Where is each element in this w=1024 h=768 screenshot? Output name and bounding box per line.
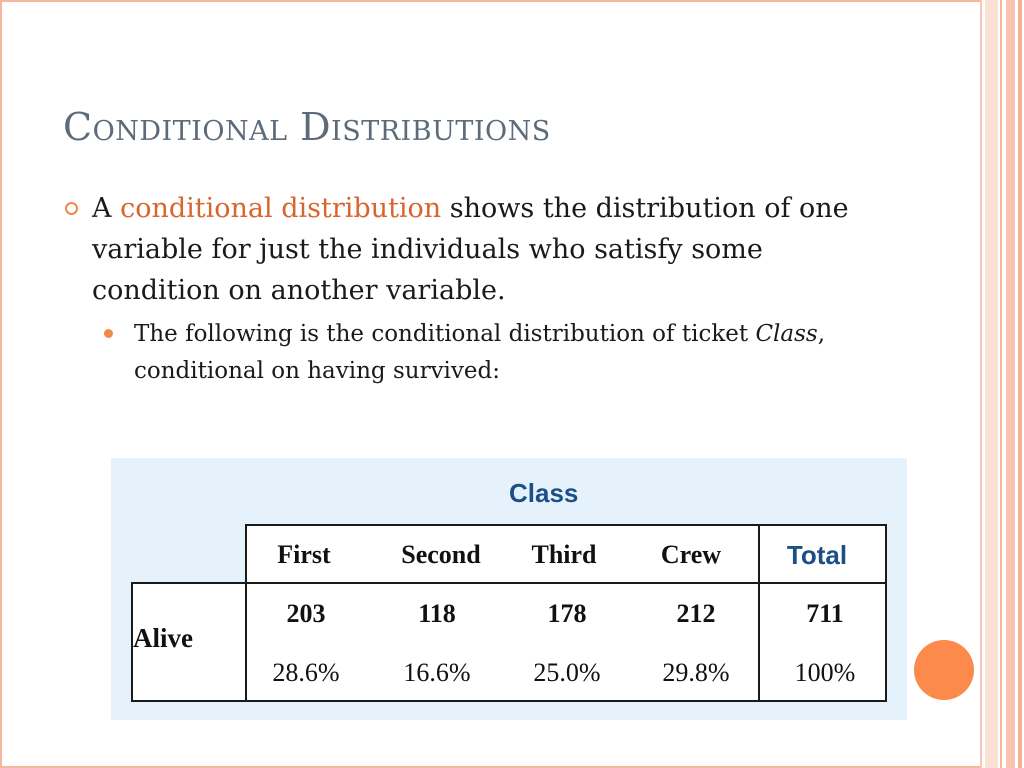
table-left-border xyxy=(131,582,133,702)
table-total-divider xyxy=(758,524,760,702)
class-italic: Class xyxy=(755,321,818,347)
table-top-border xyxy=(245,524,887,526)
col-header-crew: Crew xyxy=(660,540,722,569)
col-header-total: Total xyxy=(786,540,848,570)
count-second: 118 xyxy=(418,599,456,628)
table-right-border xyxy=(885,524,887,702)
slide-title: Conditional Distributions xyxy=(63,105,551,149)
percent-crew: 29.8% xyxy=(662,658,730,687)
count-crew: 212 xyxy=(676,599,716,628)
decorative-stripes xyxy=(980,0,1024,768)
bullet-example-before: The following is the conditional distrib… xyxy=(134,321,756,347)
contingency-table: Class First Second Third Crew Total Aliv… xyxy=(111,458,907,720)
bullet-definition-prefix: A xyxy=(92,193,121,224)
table-bottom-border xyxy=(131,700,887,702)
row-label-alive: Alive xyxy=(133,623,193,653)
bullet-definition-rest: shows the distribution of one variable f… xyxy=(92,193,849,306)
orange-circle-icon xyxy=(914,640,974,700)
bullet-example-text: The following is the conditional distrib… xyxy=(134,316,864,390)
percent-second: 16.6% xyxy=(403,658,471,687)
hollow-circle-bullet-icon xyxy=(65,202,78,215)
col-header-first: First xyxy=(277,540,331,569)
percent-third: 25.0% xyxy=(533,658,601,687)
bullet-definition-text: A conditional distribution shows the dis… xyxy=(92,188,872,311)
table-label-divider xyxy=(245,524,247,702)
filled-circle-bullet-icon xyxy=(104,329,113,338)
percent-total: 100% xyxy=(794,658,856,687)
term-highlight: conditional distribution xyxy=(120,193,442,224)
percent-first: 28.6% xyxy=(272,658,340,687)
col-header-third: Third xyxy=(531,540,597,569)
table-caption: Class xyxy=(509,478,579,508)
count-first: 203 xyxy=(286,599,326,628)
bullet-example-after: , conditional on having survived: xyxy=(134,321,826,384)
count-total: 711 xyxy=(806,599,844,628)
count-third: 178 xyxy=(547,599,587,628)
col-header-second: Second xyxy=(401,540,481,569)
table-header-divider xyxy=(131,582,887,584)
